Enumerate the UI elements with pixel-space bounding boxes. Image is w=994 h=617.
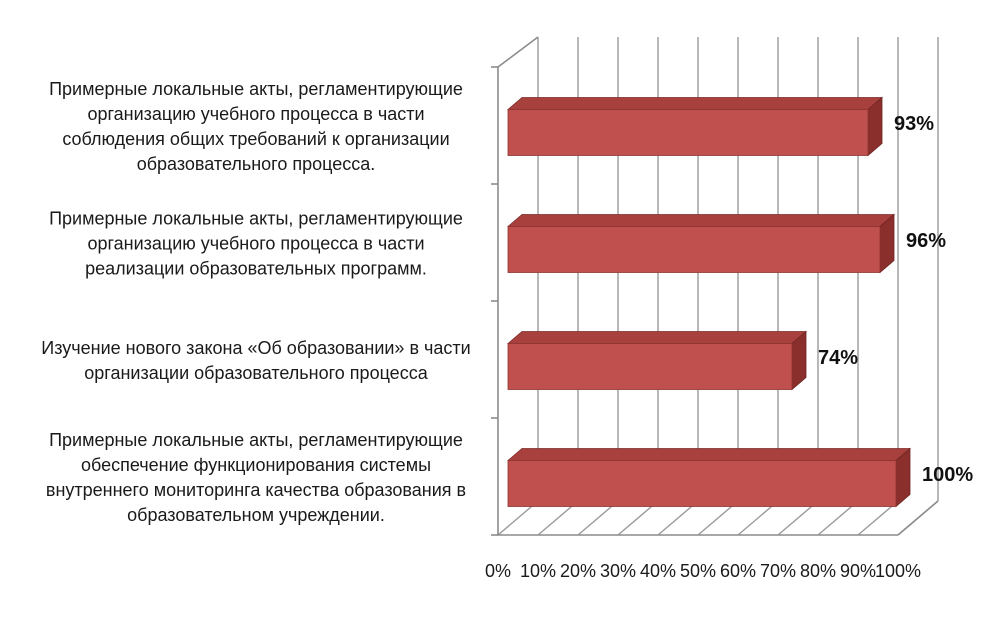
x-tick-label: 80% — [800, 561, 836, 581]
bar-front-face — [507, 460, 897, 507]
bar — [506, 447, 912, 508]
x-tick-label: 10% — [520, 561, 556, 581]
bar-top-face — [506, 448, 912, 461]
x-tick-labels: 0% 10% 20% 30% 40% 50% 60% 70% 80% 90%100% — [485, 561, 921, 581]
category-label-line: организации образовательного процесса — [84, 363, 428, 383]
bar — [506, 96, 884, 157]
axes — [491, 36, 939, 536]
data-label: 100% — [922, 464, 973, 486]
x-tick-label: 20% — [560, 561, 596, 581]
category-label: Примерные локальные акты, регламентирующ… — [49, 79, 463, 174]
bar-top-face — [506, 97, 884, 110]
bar — [506, 213, 896, 274]
axis-depth-edge — [497, 36, 539, 68]
bar-front-face — [507, 109, 869, 156]
data-label: 74% — [818, 347, 858, 369]
bar-front-face — [507, 343, 793, 390]
data-label: 96% — [906, 230, 946, 252]
bars — [506, 96, 912, 508]
x-tick-label: 50% — [680, 561, 716, 581]
category-label: Примерные локальные акты, регламентирующ… — [46, 430, 466, 525]
category-label-line: реализации образовательных программ. — [85, 259, 427, 279]
x-tick-label: 30% — [600, 561, 636, 581]
category-label-line: Примерные локальные акты, регламентирующ… — [49, 79, 463, 99]
x-tick-label: 60% — [720, 561, 756, 581]
category-labels: Примерные локальные акты, регламентирующ… — [41, 79, 470, 525]
category-label-line: Изучение нового закона «Об образовании» … — [41, 338, 470, 358]
category-label: Примерные локальные акты, регламентирующ… — [49, 209, 463, 279]
category-label-line: Примерные локальные акты, регламентирующ… — [49, 430, 463, 450]
axis-depth-edge — [897, 500, 939, 536]
category-label-line: образовательном учреждении. — [127, 505, 385, 525]
bar — [506, 330, 808, 391]
category-label-line: обеспечение функционирования системы — [81, 455, 431, 475]
category-label-line: организацию учебного процесса в части — [87, 104, 424, 124]
bar-top-face — [506, 214, 896, 227]
category-label-line: организацию учебного процесса в части — [87, 234, 424, 254]
bar-top-face — [506, 331, 808, 344]
x-tick-label: 70% — [760, 561, 796, 581]
data-labels: 93% 96% 74% 100% — [818, 113, 973, 486]
x-tick-label: 40% — [640, 561, 676, 581]
bar-front-face — [507, 226, 881, 273]
category-label-line: внутреннего мониторинга качества образов… — [46, 480, 466, 500]
x-tick-label: 0% — [485, 561, 511, 581]
category-label: Изучение нового закона «Об образовании» … — [41, 338, 470, 383]
category-label-line: соблюдения общих требований к организаци… — [62, 129, 449, 149]
x-tick-label: 100% — [875, 561, 921, 581]
x-tick-label: 90% — [840, 561, 876, 581]
category-label-line: образовательного процесса. — [137, 154, 376, 174]
category-label-line: Примерные локальные акты, регламентирующ… — [49, 209, 463, 229]
data-label: 93% — [894, 113, 934, 135]
